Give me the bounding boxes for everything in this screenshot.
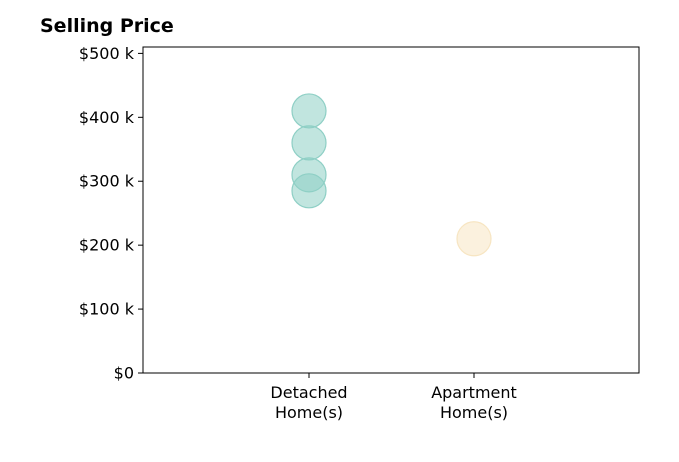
data-point bbox=[291, 125, 327, 161]
x-tick-label: Detached Home(s) bbox=[270, 383, 347, 422]
y-tick-label: $500 k bbox=[79, 44, 135, 63]
data-point bbox=[456, 221, 492, 257]
plot-frame bbox=[142, 46, 640, 374]
y-tick-label: $0 bbox=[114, 364, 134, 383]
y-tick-label: $200 k bbox=[79, 236, 135, 255]
y-tick-label: $300 k bbox=[79, 172, 135, 191]
y-tick-label: $400 k bbox=[79, 108, 135, 127]
y-tick-label: $100 k bbox=[79, 300, 135, 319]
x-tick-label: Apartment Home(s) bbox=[431, 383, 517, 422]
data-point bbox=[291, 93, 327, 129]
data-point bbox=[291, 173, 327, 209]
chart-title: Selling Price bbox=[40, 15, 174, 37]
